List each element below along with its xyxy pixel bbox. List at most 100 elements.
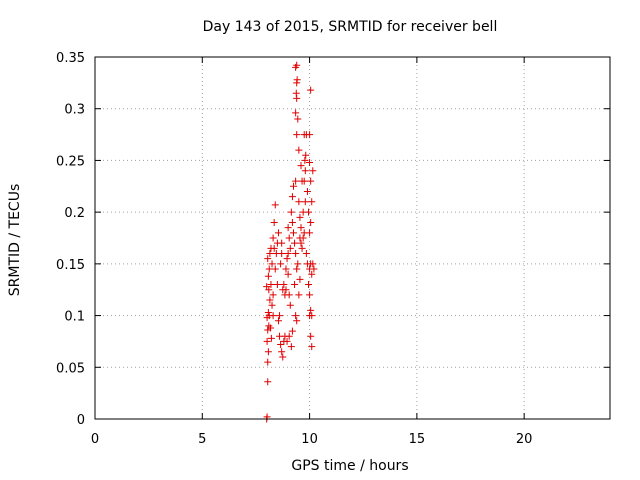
- data-point: [298, 177, 306, 185]
- data-point: [308, 198, 316, 206]
- data-point: [292, 177, 300, 185]
- data-point: [284, 250, 292, 258]
- data-point: [293, 317, 301, 325]
- x-tick-label: 0: [91, 432, 99, 447]
- data-point: [277, 260, 285, 268]
- y-tick-label: 0.05: [56, 361, 85, 376]
- data-point: [274, 317, 282, 325]
- data-point: [273, 239, 281, 247]
- data-point: [266, 296, 274, 304]
- data-point: [269, 312, 277, 320]
- y-tick-label: 0: [77, 413, 85, 428]
- data-point: [278, 348, 286, 356]
- data-point: [293, 265, 301, 273]
- data-point: [285, 291, 293, 299]
- data-point: [297, 162, 305, 170]
- data-point: [292, 109, 300, 117]
- y-tick-label: 0.3: [64, 103, 85, 118]
- data-point: [280, 281, 288, 289]
- y-tick-label: 0.15: [56, 258, 85, 273]
- data-point: [264, 272, 272, 280]
- data-point: [293, 76, 301, 84]
- data-point: [291, 281, 299, 289]
- grid-lines: [95, 57, 610, 419]
- data-point: [294, 260, 302, 268]
- data-point: [278, 250, 286, 258]
- data-point: [279, 353, 287, 361]
- data-point: [291, 239, 299, 247]
- data-point: [306, 158, 314, 166]
- data-point: [307, 332, 315, 340]
- data-point: [270, 244, 278, 252]
- data-point: [301, 198, 309, 206]
- data-point: [264, 358, 272, 366]
- data-point: [308, 343, 316, 351]
- data-point: [292, 250, 300, 258]
- data-point: [296, 213, 304, 221]
- plot-frame: [94, 56, 611, 420]
- data-point: [269, 234, 277, 242]
- axis-ticks: 0 5 10 15 20 0 0.05 0.1 0.15 0.2 0.25 0.3 0.35: [56, 51, 610, 447]
- data-point: [307, 306, 315, 314]
- x-tick-label: 10: [301, 432, 318, 447]
- data-point: [274, 229, 282, 237]
- data-point: [308, 270, 316, 278]
- data-points: [263, 61, 318, 423]
- data-point: [268, 260, 276, 268]
- data-point: [263, 337, 271, 345]
- data-point: [282, 265, 290, 273]
- data-point: [308, 312, 316, 320]
- y-axis-title: SRMTID / TECUs: [7, 184, 23, 297]
- y-tick-label: 0.2: [64, 206, 85, 221]
- y-tick-label: 0.35: [56, 51, 85, 66]
- data-point: [271, 265, 279, 273]
- data-point: [302, 151, 310, 159]
- data-point: [283, 337, 291, 345]
- data-point: [276, 312, 284, 320]
- data-point: [286, 244, 294, 252]
- data-point: [289, 182, 297, 190]
- data-point: [267, 334, 275, 342]
- data-point: [286, 301, 294, 309]
- data-point: [267, 281, 275, 289]
- data-point: [271, 201, 279, 209]
- x-axis-title: GPS time / hours: [291, 458, 408, 474]
- data-point: [292, 312, 300, 320]
- data-point: [306, 229, 314, 237]
- data-point: [297, 239, 305, 247]
- x-tick-label: 20: [516, 432, 533, 447]
- data-point: [267, 324, 275, 332]
- data-point: [301, 156, 309, 164]
- data-point: [289, 229, 297, 237]
- data-point: [309, 167, 317, 175]
- data-point: [293, 61, 301, 69]
- data-point: [269, 291, 277, 299]
- data-point: [288, 193, 296, 201]
- data-point: [303, 187, 311, 195]
- data-point: [292, 89, 300, 97]
- data-point: [307, 86, 315, 94]
- data-point: [264, 348, 272, 356]
- data-point: [268, 301, 276, 309]
- y-tick-label: 0.1: [64, 310, 85, 325]
- data-point: [293, 131, 301, 139]
- x-tick-label: 5: [198, 432, 206, 447]
- data-point: [285, 332, 293, 340]
- x-tick-label: 15: [409, 432, 426, 447]
- data-point: [264, 255, 272, 263]
- data-point: [298, 244, 306, 252]
- data-point: [295, 291, 303, 299]
- data-point: [265, 265, 273, 273]
- data-point: [277, 341, 285, 349]
- data-point: [288, 218, 296, 226]
- data-point: [284, 224, 292, 232]
- data-point: [301, 167, 309, 175]
- data-point: [309, 260, 317, 268]
- data-point: [283, 255, 291, 263]
- data-point: [270, 218, 278, 226]
- data-point: [265, 286, 273, 294]
- data-point: [302, 250, 310, 258]
- data-point: [284, 270, 292, 278]
- data-point: [288, 327, 296, 335]
